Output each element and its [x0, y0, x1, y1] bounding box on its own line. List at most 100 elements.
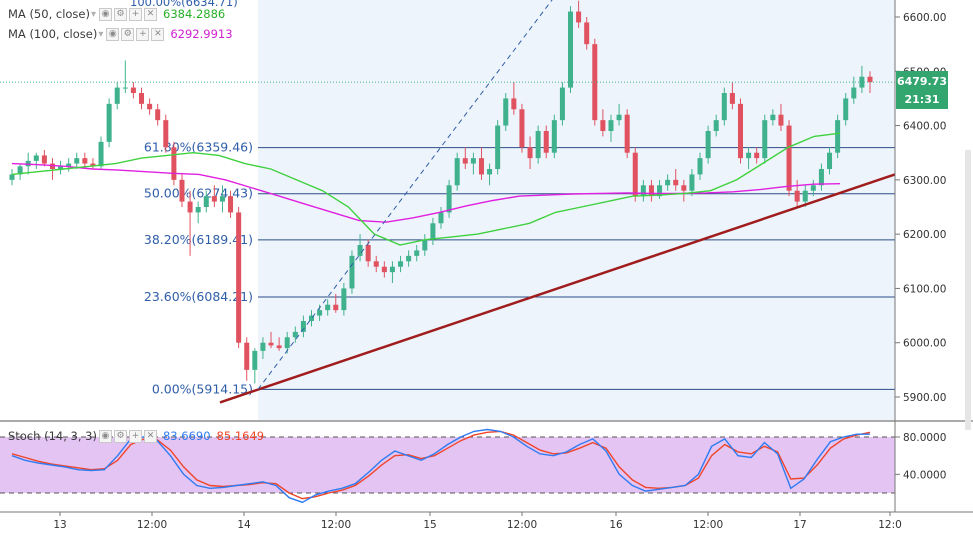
candle-body: [746, 152, 752, 159]
candle-body: [462, 158, 468, 164]
candle-body: [203, 196, 209, 207]
candle-body: [810, 185, 816, 191]
gear-icon[interactable]: ⚙: [114, 7, 128, 21]
close-icon[interactable]: ✕: [143, 429, 157, 443]
ma50-label: MA (50, close): [8, 7, 90, 21]
price-tick-label: 6100.00: [903, 283, 946, 295]
candle-body: [49, 163, 55, 169]
candle-body: [260, 342, 266, 351]
candle-body: [511, 98, 517, 110]
candle-body: [74, 158, 80, 164]
ma100-line: [11, 162, 841, 223]
candle-body: [818, 169, 824, 186]
candle-body: [665, 179, 671, 186]
candle-body: [729, 93, 735, 104]
time-tick-label: 14: [237, 519, 251, 531]
candle-body: [114, 87, 120, 104]
price-tag-box: [896, 71, 948, 109]
candle-body: [292, 331, 298, 338]
candle-body: [770, 114, 776, 121]
price-tick-label: 6200.00: [903, 229, 946, 241]
candle-body: [252, 350, 258, 370]
plus-icon[interactable]: +: [129, 7, 143, 21]
candle-body: [478, 158, 484, 175]
candle-body: [697, 158, 703, 175]
candle-body: [82, 158, 88, 164]
candle-body: [470, 158, 476, 164]
candle-body: [163, 120, 169, 148]
candle-body: [179, 179, 185, 202]
candle-body: [673, 179, 679, 186]
candle-body: [422, 239, 428, 251]
fib-level-label: 23.60%(6084.21): [144, 289, 253, 304]
candle-body: [438, 212, 444, 224]
candle-body: [576, 11, 582, 23]
candle-body: [389, 266, 395, 273]
legend-fib-clipped: 100.00%(6634.71): [130, 0, 238, 10]
candle-body: [187, 201, 193, 213]
candle-body: [341, 288, 347, 311]
candle-body: [333, 304, 339, 311]
plus-icon[interactable]: +: [136, 27, 150, 41]
chevron-down-icon[interactable]: ▾: [98, 28, 104, 40]
eye-icon[interactable]: ◉: [106, 27, 120, 41]
moving-averages: [11, 132, 841, 246]
candle-body: [519, 109, 525, 148]
gear-icon[interactable]: ⚙: [121, 27, 135, 41]
candle-body: [705, 131, 711, 159]
price-tag-value: 6479.73: [897, 75, 947, 88]
candle-body: [721, 93, 727, 121]
time-tick-label: 12:0: [878, 519, 902, 531]
fib-level-label: 38.20%(6189.41): [144, 232, 253, 247]
price-tick-label: 5900.00: [903, 392, 946, 404]
ma50-value: 6384.2886: [163, 7, 226, 21]
time-tick-label: 12:00: [137, 519, 167, 531]
plus-icon[interactable]: +: [128, 429, 142, 443]
chevron-down-icon[interactable]: ▾: [90, 8, 97, 20]
candle-body: [228, 196, 234, 213]
price-tick-label: 6000.00: [903, 338, 946, 350]
candle-body: [559, 87, 565, 121]
candle-body: [414, 250, 420, 256]
candle-body: [66, 163, 72, 167]
candle-body: [33, 155, 39, 161]
scrollbar[interactable]: [965, 150, 971, 430]
close-icon[interactable]: ✕: [144, 7, 158, 21]
candle-body: [430, 223, 436, 240]
price-tag: 6479.73 21:31: [896, 71, 948, 109]
price-tag-countdown: 21:31: [904, 93, 939, 106]
candle-body: [843, 98, 849, 121]
candle-body: [244, 342, 250, 370]
eye-icon[interactable]: ◉: [99, 7, 113, 21]
candle-body: [867, 76, 873, 83]
candle-body: [640, 185, 646, 197]
gear-icon[interactable]: ⚙: [113, 429, 127, 443]
candle-body: [155, 109, 161, 121]
candle-body: [527, 147, 533, 159]
candle-body: [835, 120, 841, 153]
candle-body: [600, 120, 606, 131]
candle-body: [802, 190, 808, 202]
candle-body: [657, 185, 663, 197]
candle-body: [851, 87, 857, 99]
eye-icon[interactable]: ◉: [98, 429, 112, 443]
candle-body: [365, 245, 371, 262]
candle-body: [495, 125, 501, 169]
candle-body: [616, 114, 622, 121]
candle-body: [454, 158, 460, 186]
close-icon[interactable]: ✕: [151, 27, 165, 41]
candle-body: [373, 261, 379, 267]
candle-body: [624, 114, 630, 153]
candle-body: [503, 98, 509, 126]
fib-level-label: 0.00%(5914.15): [152, 381, 253, 396]
overlays: [0, 0, 896, 404]
candle-body: [827, 152, 833, 169]
candle-body: [98, 141, 104, 167]
stoch-label: Stoch (14, 3, 3): [8, 429, 97, 443]
candle-body: [211, 196, 217, 202]
candle-body: [713, 120, 719, 131]
time-tick-label: 12:00: [321, 519, 351, 531]
ma100-label: MA (100, close): [8, 27, 98, 41]
candle-body: [584, 22, 590, 45]
